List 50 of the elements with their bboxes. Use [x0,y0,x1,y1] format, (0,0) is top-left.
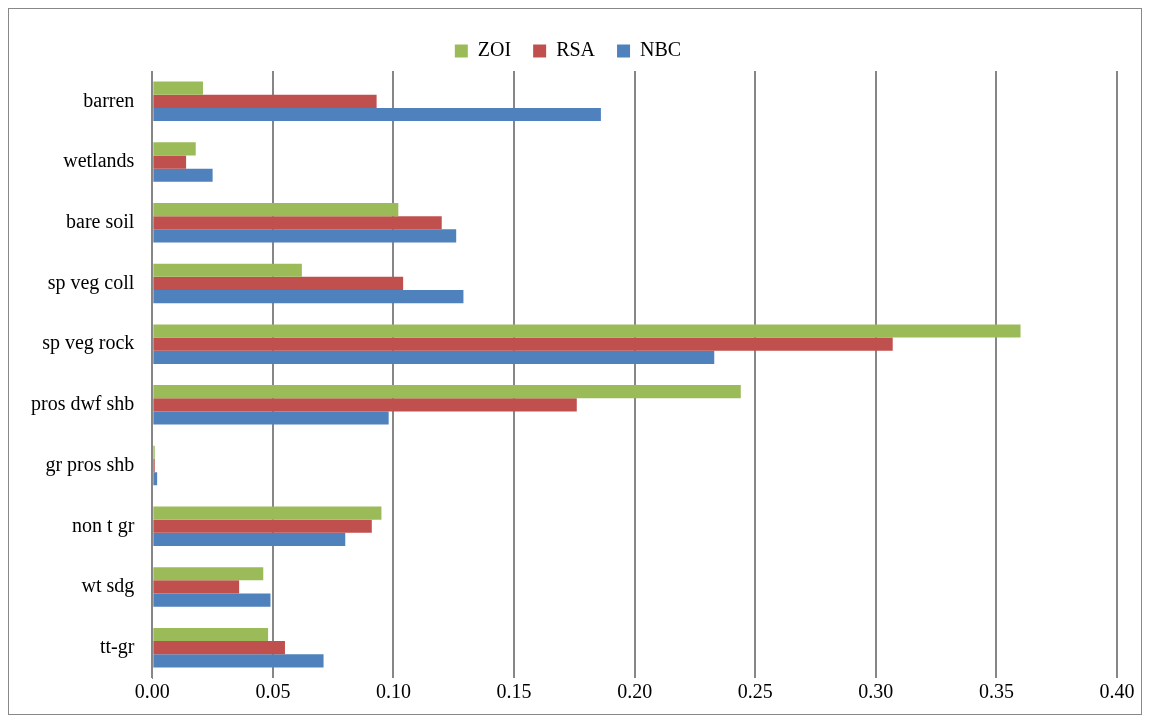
y-tick-label: bare soil [66,210,135,232]
bar [153,506,382,520]
bar [153,168,213,182]
y-tick-label: tt-gr [99,634,135,658]
legend-label: RSA [556,38,596,61]
bar [153,216,442,230]
legend-label: ZOI [477,38,512,61]
x-tick-label: 0.40 [1099,680,1135,703]
x-tick-label: 0.05 [255,680,291,703]
bar [153,654,324,668]
x-tick-label: 0.10 [376,680,411,703]
bar [153,411,389,425]
bar [153,532,346,546]
y-tick-label: sp veg rock [42,331,135,355]
y-tick-label: wt sdg [81,574,135,598]
y-tick-label: pros dwf shb [30,392,135,416]
bar [153,472,158,486]
x-tick-label: 0.35 [978,680,1014,703]
bar [153,385,741,399]
x-tick-label: 0.15 [496,680,532,703]
bar [153,290,464,304]
bar [153,155,187,169]
bar [153,142,196,156]
y-tick-label: gr pros shb [45,452,135,476]
bar [153,263,302,277]
y-tick-label: non t gr [72,513,135,537]
bar [153,229,457,243]
bar [153,203,399,217]
x-tick-label: 0.30 [858,680,894,703]
x-tick-label: 0.00 [134,680,170,703]
bar [153,324,1021,338]
x-tick-label: 0.20 [617,680,653,703]
x-tick-label: 0.25 [737,680,773,703]
bar [153,519,372,533]
y-tick-label: barren [83,88,135,111]
bar [153,350,715,364]
bar [153,567,264,581]
bar [153,398,577,412]
bar [153,276,404,291]
bar [153,81,203,95]
bar [153,593,271,607]
bar [153,580,240,594]
bar [153,94,377,108]
bar [153,627,269,642]
bar [153,641,285,655]
y-tick-label: wetlands [63,149,135,172]
bar [153,107,601,122]
y-tick-label: sp veg coll [47,270,135,294]
legend-label: NBC [640,38,682,61]
bar [153,337,893,351]
